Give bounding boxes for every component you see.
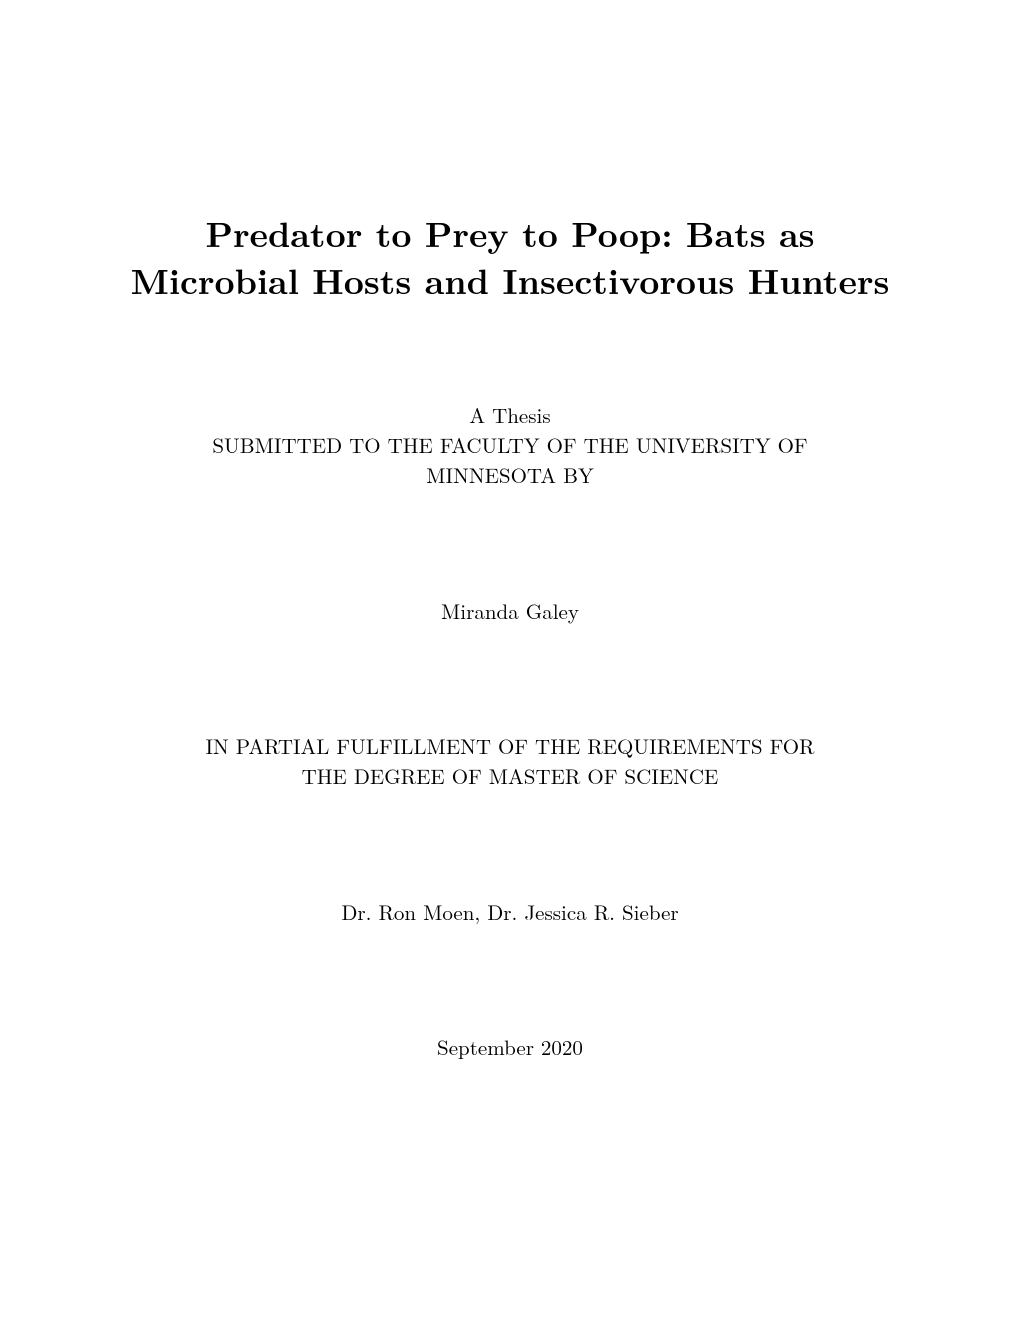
advisors: Dr. Ron Moen, Dr. Jessica R. Sieber bbox=[120, 897, 900, 927]
submission-line-2: SUBMITTED TO THE FACULTY OF THE UNIVERSI… bbox=[120, 430, 900, 460]
fulfillment-block: IN PARTIAL FULFILLMENT OF THE REQUIREMEN… bbox=[120, 731, 900, 792]
submission-line-3: MINNESOTA BY bbox=[120, 460, 900, 490]
fulfillment-line-2: THE DEGREE OF MASTER OF SCIENCE bbox=[120, 761, 900, 791]
author-name: Miranda Galey bbox=[120, 596, 900, 626]
thesis-title: Predator to Prey to Poop: Bats as Microb… bbox=[120, 210, 900, 305]
submission-line-1: A Thesis bbox=[120, 400, 900, 430]
submission-block: A Thesis SUBMITTED TO THE FACULTY OF THE… bbox=[120, 400, 900, 491]
date: September 2020 bbox=[120, 1032, 900, 1062]
fulfillment-line-1: IN PARTIAL FULFILLMENT OF THE REQUIREMEN… bbox=[120, 731, 900, 761]
